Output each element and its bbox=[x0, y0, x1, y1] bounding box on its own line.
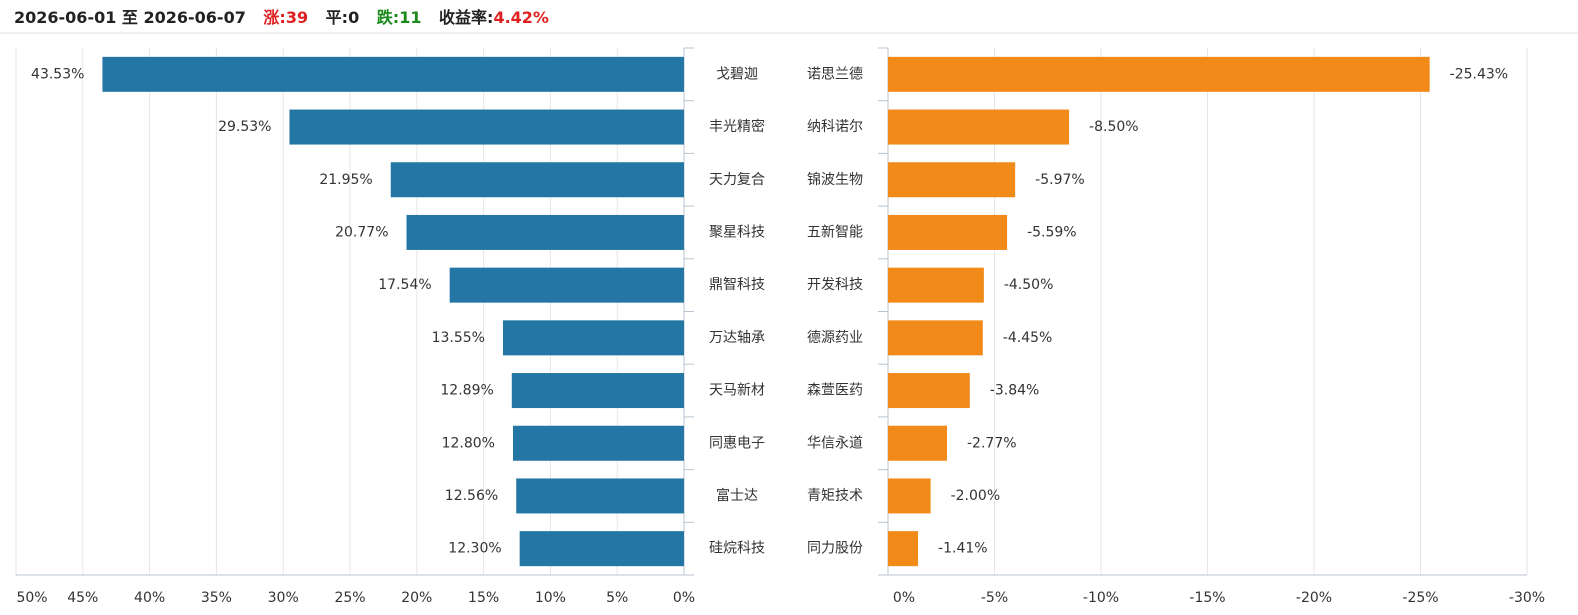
value-label: -4.50% bbox=[1004, 277, 1054, 293]
value-label: -25.43% bbox=[1450, 66, 1508, 82]
flat-count: 平:0 bbox=[325, 8, 360, 27]
bar bbox=[516, 478, 684, 514]
x-tick-label: 0% bbox=[673, 590, 695, 606]
bar bbox=[888, 267, 984, 303]
value-label: -1.41% bbox=[938, 541, 988, 557]
category-label: 天力复合 bbox=[709, 171, 765, 188]
x-tick-label: 10% bbox=[535, 590, 566, 606]
value-label: -5.97% bbox=[1035, 172, 1085, 188]
bar bbox=[390, 162, 684, 198]
category-label: 五新智能 bbox=[807, 224, 863, 240]
x-tick-label: -5% bbox=[981, 590, 1008, 606]
value-label: 17.54% bbox=[378, 277, 431, 293]
return-value: 4.42% bbox=[493, 8, 549, 27]
value-label: -8.50% bbox=[1089, 119, 1139, 135]
bar bbox=[289, 109, 684, 145]
category-label: 锦波生物 bbox=[807, 171, 863, 188]
bar bbox=[102, 56, 684, 92]
category-label: 德源药业 bbox=[807, 330, 863, 346]
value-label: 43.53% bbox=[31, 66, 84, 82]
bar bbox=[888, 425, 948, 461]
x-tick-label: 20% bbox=[401, 590, 432, 606]
bar bbox=[888, 162, 1016, 198]
x-tick-label: 50% bbox=[16, 590, 47, 606]
category-label: 森萱医药 bbox=[807, 383, 863, 399]
category-label: 丰光精密 bbox=[709, 118, 765, 135]
category-label: 华信永道 bbox=[807, 435, 863, 451]
value-label: 13.55% bbox=[432, 330, 485, 346]
category-label: 硅烷科技 bbox=[709, 541, 765, 557]
value-label: 12.80% bbox=[442, 435, 495, 451]
x-tick-label: 35% bbox=[201, 590, 232, 606]
bar bbox=[502, 320, 684, 356]
x-tick-label: 40% bbox=[134, 590, 165, 606]
bar bbox=[888, 531, 919, 567]
bar bbox=[888, 320, 983, 356]
category-label: 万达轴承 bbox=[709, 330, 765, 346]
category-label: 戈碧迦 bbox=[716, 66, 758, 82]
bar bbox=[519, 531, 684, 567]
bar bbox=[888, 56, 1430, 92]
value-label: 12.89% bbox=[440, 383, 493, 399]
down-count: 跌:11 bbox=[376, 8, 422, 27]
return-label: 收益率: bbox=[439, 8, 494, 27]
category-label: 诺思兰德 bbox=[807, 66, 863, 82]
x-tick-label: -30% bbox=[1509, 590, 1545, 606]
value-label: 21.95% bbox=[319, 172, 372, 188]
x-tick-label: 15% bbox=[468, 590, 499, 606]
x-tick-label: -15% bbox=[1189, 590, 1225, 606]
category-label: 同力股份 bbox=[807, 541, 863, 557]
value-label: -2.00% bbox=[951, 488, 1001, 504]
bar bbox=[888, 109, 1070, 145]
category-label: 同惠电子 bbox=[709, 435, 765, 451]
bar bbox=[888, 214, 1008, 250]
category-label: 开发科技 bbox=[807, 277, 863, 293]
x-tick-label: -10% bbox=[1083, 590, 1119, 606]
value-label: 20.77% bbox=[335, 224, 388, 240]
bar bbox=[406, 214, 684, 250]
value-label: -4.45% bbox=[1003, 330, 1053, 346]
date-range: 2026-06-01 至 2026-06-07 bbox=[14, 8, 246, 27]
category-label: 鼎智科技 bbox=[709, 277, 765, 293]
category-label: 纳科诺尔 bbox=[807, 119, 863, 135]
x-tick-label: 25% bbox=[334, 590, 365, 606]
up-count: 涨:39 bbox=[263, 8, 309, 27]
value-label: -2.77% bbox=[967, 435, 1017, 451]
x-tick-label: 45% bbox=[67, 590, 98, 606]
header: 2026-06-01 至 2026-06-07 涨:39 平:0 跌:11 收益… bbox=[14, 4, 561, 28]
value-label: -5.59% bbox=[1027, 224, 1077, 240]
category-label: 富士达 bbox=[716, 487, 758, 504]
value-label: 29.53% bbox=[218, 119, 271, 135]
x-tick-label: 30% bbox=[268, 590, 299, 606]
category-label: 聚星科技 bbox=[709, 224, 765, 240]
bar bbox=[888, 373, 970, 409]
x-tick-label: -20% bbox=[1296, 590, 1332, 606]
bar bbox=[511, 373, 684, 409]
category-label: 天马新材 bbox=[709, 383, 765, 399]
category-label: 青矩技术 bbox=[807, 488, 863, 504]
bar bbox=[512, 425, 684, 461]
bar bbox=[888, 478, 931, 514]
bar bbox=[449, 267, 684, 303]
value-label: -3.84% bbox=[990, 383, 1040, 399]
x-tick-label: 5% bbox=[606, 590, 628, 606]
value-label: 12.30% bbox=[448, 541, 501, 557]
x-tick-label: -25% bbox=[1402, 590, 1438, 606]
x-tick-label: 0% bbox=[893, 590, 915, 606]
value-label: 12.56% bbox=[445, 488, 498, 504]
